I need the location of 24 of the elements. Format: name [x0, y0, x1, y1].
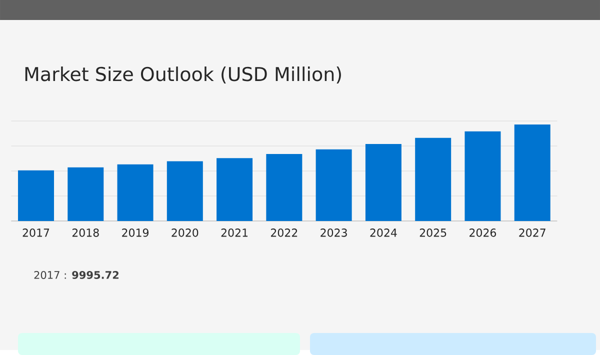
bar	[464, 131, 501, 221]
x-tick-label: 2019	[122, 228, 148, 237]
x-tick-label: 2025	[420, 228, 446, 237]
x-tick-label: 2022	[270, 228, 298, 237]
bar	[68, 167, 104, 221]
x-tick-label: 2023	[320, 228, 347, 237]
bar	[166, 161, 203, 221]
x-tick-label: 2020	[172, 228, 198, 237]
bar	[216, 158, 253, 221]
x-tick-label: 2021	[221, 228, 248, 237]
bar	[18, 170, 54, 221]
text: 2017 : 9995.72	[34, 271, 118, 279]
bar	[415, 138, 452, 221]
x-tick-label: 2024	[370, 228, 397, 237]
bar	[117, 164, 154, 221]
chart-title: Market Size Outlook (USD Million)	[25, 66, 341, 84]
bar	[316, 149, 352, 221]
bar	[365, 144, 402, 221]
bar	[514, 124, 550, 221]
x-tick-label: 2018	[72, 228, 99, 237]
x-tick-label: 2017	[22, 228, 50, 237]
x-tick-label: 2026	[470, 228, 496, 237]
bar	[266, 154, 302, 221]
x-tick-label: 2027	[519, 228, 546, 237]
